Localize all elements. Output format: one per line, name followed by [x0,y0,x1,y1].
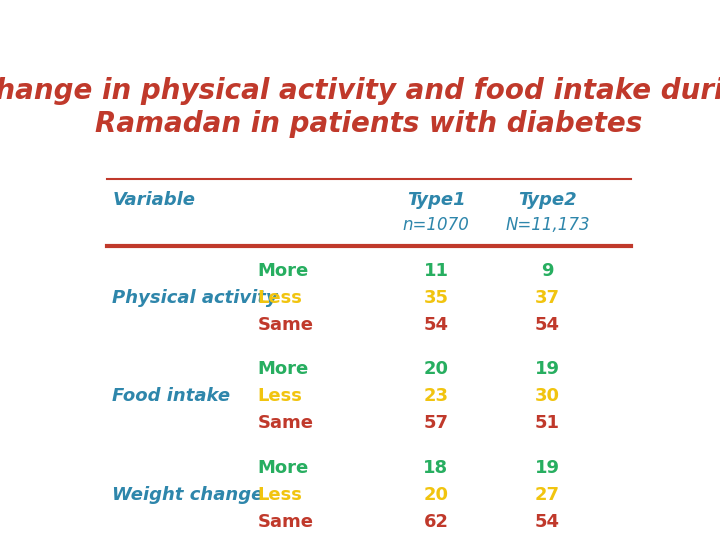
Text: Less: Less [258,387,302,405]
Text: Type1: Type1 [407,191,465,209]
Text: 57: 57 [423,414,449,432]
Text: Same: Same [258,316,313,334]
Text: 20: 20 [423,360,449,378]
Text: 9: 9 [541,261,554,280]
Text: 51: 51 [535,414,560,432]
Text: 19: 19 [535,360,560,378]
Text: 54: 54 [423,316,449,334]
Text: N=11,173: N=11,173 [505,216,590,234]
Text: Same: Same [258,414,313,432]
Text: Type2: Type2 [518,191,577,209]
Text: Change in physical activity and food intake during
Ramadan in patients with diab: Change in physical activity and food int… [0,77,720,138]
Text: 37: 37 [535,289,560,307]
Text: Food intake: Food intake [112,387,230,405]
Text: 54: 54 [535,316,560,334]
Text: Variable: Variable [112,191,195,209]
Text: 30: 30 [535,387,560,405]
Text: Same: Same [258,513,313,531]
Text: More: More [258,458,309,477]
Text: n=1070: n=1070 [402,216,469,234]
Text: 19: 19 [535,458,560,477]
Text: Weight change: Weight change [112,486,264,504]
Text: 11: 11 [423,261,449,280]
Text: Less: Less [258,486,302,504]
Text: 62: 62 [423,513,449,531]
Text: 18: 18 [423,458,449,477]
Text: 23: 23 [423,387,449,405]
Text: 20: 20 [423,486,449,504]
Text: 54: 54 [535,513,560,531]
Text: More: More [258,360,309,378]
Text: Physical activity: Physical activity [112,289,278,307]
Text: 27: 27 [535,486,560,504]
Text: More: More [258,261,309,280]
Text: 35: 35 [423,289,449,307]
Text: Less: Less [258,289,302,307]
